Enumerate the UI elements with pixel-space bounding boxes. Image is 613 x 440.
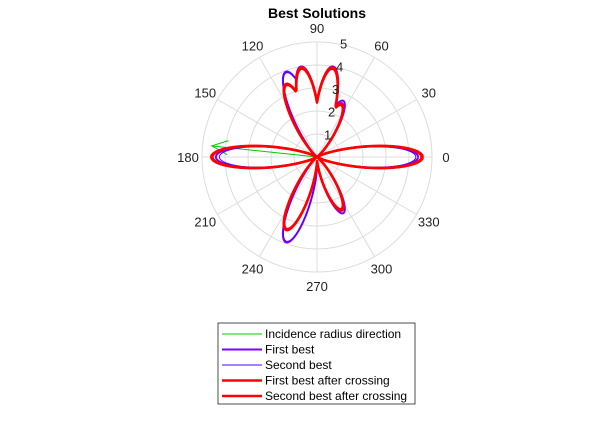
theta-grid-line-5 [217,99,318,158]
r-tick-label: 4 [336,59,343,74]
legend-box [217,322,416,405]
series-layer [209,65,424,244]
theta-tick-label: 210 [194,215,216,230]
theta-tick-label: 90 [310,21,324,36]
tick-labels: 0 30 60 90 120 150 180 210 240 270 300 330 1 2 3 4 5 [177,21,449,294]
legend-label-1: First best [265,343,315,357]
theta-tick-label: 30 [421,86,435,101]
theta-tick-label: 120 [242,38,264,53]
theta-tick-label: 60 [374,38,388,53]
theta-tick-label: 240 [242,262,264,277]
theta-tick-label: 330 [418,215,440,230]
theta-grid-line-7 [217,156,318,215]
theta-tick-label: 180 [177,150,199,165]
r-tick-label: 1 [324,127,331,142]
theta-grid-line-11 [316,156,417,215]
series-line-4 [209,66,424,232]
theta-tick-label: 270 [306,279,328,294]
legend-label-4: Second best after crossing [265,389,407,403]
r-tick-label: 5 [340,37,347,52]
theta-tick-label: 150 [194,86,216,101]
chart-title: Best Solutions [268,5,366,21]
theta-grid-line-1 [316,99,417,158]
legend-label-2: Second best [265,358,332,372]
r-tick-label: 3 [332,82,339,97]
r-tick-label: 2 [328,105,335,120]
theta-tick-label: 300 [371,262,393,277]
theta-tick-label: 0 [442,150,449,165]
legend-label-3: First best after crossing [265,374,390,388]
legend-label-0: Incidence radius direction [265,327,401,341]
